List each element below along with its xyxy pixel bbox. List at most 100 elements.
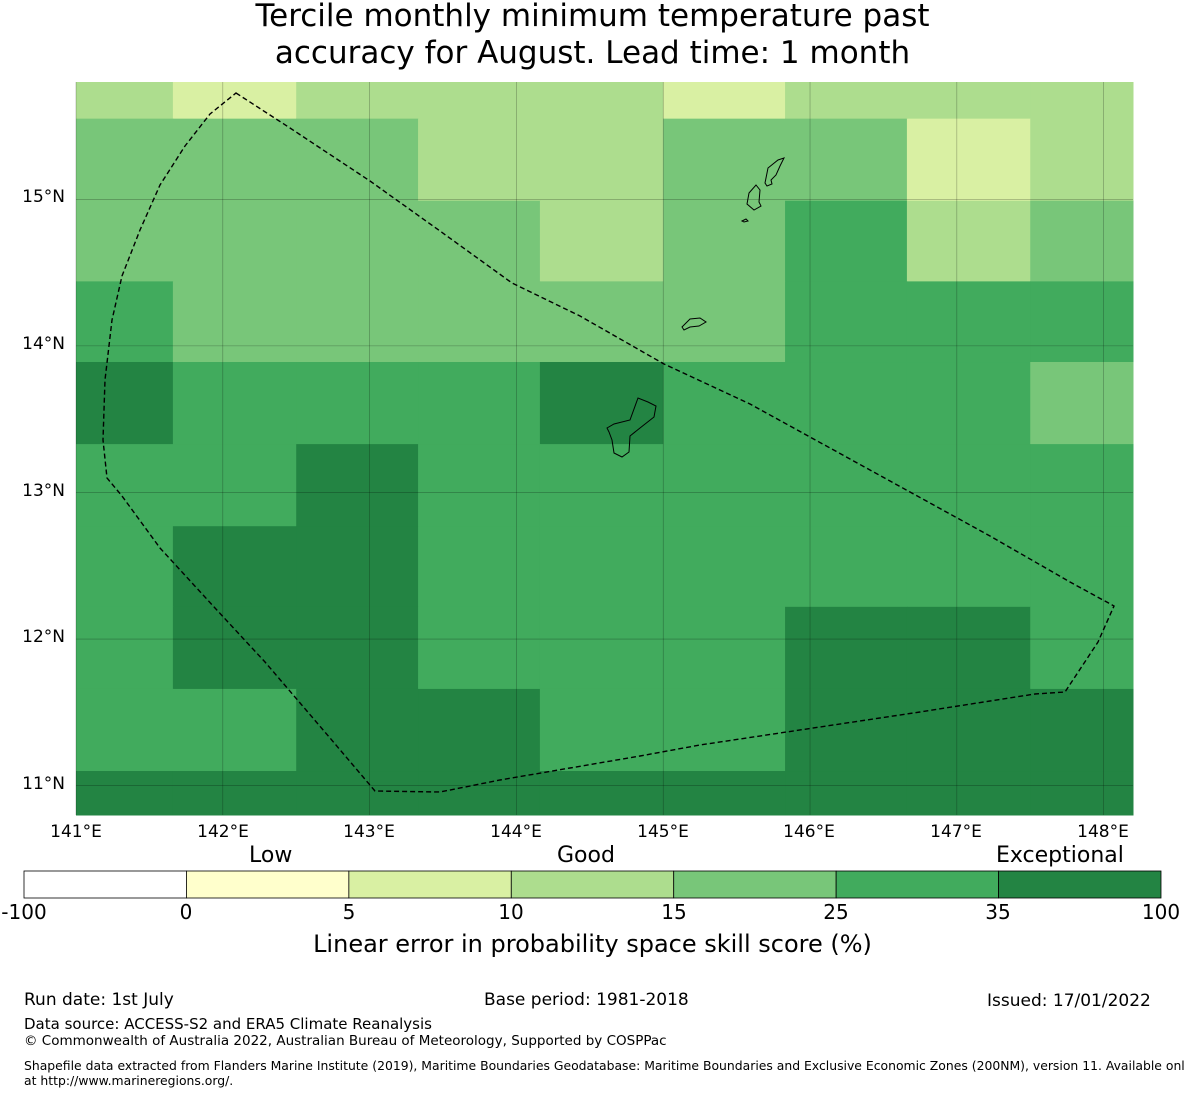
grid-cell xyxy=(172,118,297,202)
colorbar-tick: 0 xyxy=(179,900,193,924)
grid-cell xyxy=(418,200,541,282)
colorbar-tick: -100 xyxy=(1,900,47,924)
grid-cell xyxy=(663,444,786,527)
grid-cell xyxy=(1030,526,1134,608)
grid-cell xyxy=(418,281,541,363)
lon-label: 146°E xyxy=(783,822,835,842)
grid-cell xyxy=(1030,688,1134,772)
grid-cell xyxy=(296,200,419,282)
grid-cell xyxy=(76,771,174,816)
grid-cell xyxy=(663,200,786,282)
lon-label: 147°E xyxy=(930,822,982,842)
grid-cell xyxy=(418,444,541,527)
grid-cell xyxy=(539,362,664,445)
grid-cell xyxy=(296,688,419,772)
colorbar-swatch xyxy=(510,870,675,899)
grid-cell xyxy=(172,200,297,282)
grid-cell xyxy=(172,82,297,120)
colorbar-swatch xyxy=(673,870,837,899)
grid-cell xyxy=(76,688,174,772)
colorbar-label: Linear error in probability space skill … xyxy=(313,930,872,958)
lon-label: 145°E xyxy=(637,822,689,842)
island-guam xyxy=(606,397,657,458)
grid-cell xyxy=(172,771,297,816)
grid-cell xyxy=(906,362,1031,445)
grid-cell xyxy=(172,688,297,772)
grid-cell xyxy=(906,771,1031,816)
grid-cell xyxy=(785,362,908,445)
graticule xyxy=(75,82,1133,815)
grid-cell xyxy=(785,118,908,202)
issued-date: Issued: 17/01/2022 xyxy=(987,991,1151,1011)
grid-cell xyxy=(172,362,297,445)
island-saipan xyxy=(764,157,785,187)
grid-cell xyxy=(663,118,786,202)
grid-cell xyxy=(418,118,541,202)
lat-label: 15°N xyxy=(22,187,65,207)
grid-cell xyxy=(76,444,174,527)
grid-cell xyxy=(1030,281,1134,363)
grid-cell xyxy=(539,444,664,527)
grid-cell xyxy=(76,606,174,690)
grid-cell xyxy=(76,200,174,282)
lon-label: 148°E xyxy=(1077,822,1129,842)
grid-cell xyxy=(172,606,297,690)
category-low: Low xyxy=(249,843,293,868)
grid-cell xyxy=(785,526,908,608)
grid-cell xyxy=(539,771,664,816)
colorbar-tick: 25 xyxy=(823,900,849,924)
grid-cell xyxy=(785,444,908,527)
grid-cell xyxy=(906,118,1031,202)
grid-cell xyxy=(539,200,664,282)
grid-cell xyxy=(172,281,297,363)
grid-cell xyxy=(296,526,419,608)
lat-label: 11°N xyxy=(22,774,65,794)
grid-cell xyxy=(906,82,1031,120)
grid-cell xyxy=(296,606,419,690)
grid-cell xyxy=(539,526,664,608)
skill-grid xyxy=(76,82,1134,816)
grid-cell xyxy=(785,688,908,772)
grid-cell xyxy=(906,688,1031,772)
category-good: Good xyxy=(557,843,615,868)
grid-cell xyxy=(296,771,419,816)
grid-cell xyxy=(1030,362,1134,445)
grid-cell xyxy=(785,606,908,690)
grid-cell xyxy=(539,118,664,202)
grid-cell xyxy=(418,362,541,445)
grid-cell xyxy=(76,281,174,363)
colorbar-tick: 15 xyxy=(661,900,687,924)
grid-cell xyxy=(663,82,786,120)
grid-cell xyxy=(76,82,174,120)
grid-cell xyxy=(906,281,1031,363)
grid-cell xyxy=(1030,82,1134,120)
shapefile-credit-line-2: at http://www.marineregions.org/. xyxy=(24,1073,234,1088)
eez-boundary xyxy=(102,92,1115,793)
grid-cell xyxy=(418,82,541,120)
grid-cell xyxy=(296,444,419,527)
shapefile-credit-line-1: Shapefile data extracted from Flanders M… xyxy=(24,1058,1185,1073)
island-tinian xyxy=(746,184,762,211)
lon-label: 143°E xyxy=(343,822,395,842)
grid-cell xyxy=(172,444,297,527)
data-source: Data source: ACCESS-S2 and ERA5 Climate … xyxy=(24,1015,432,1033)
grid-cell xyxy=(906,526,1031,608)
colorbar-tick: 5 xyxy=(342,900,356,924)
lat-label: 14°N xyxy=(22,334,65,354)
island-aguijan xyxy=(740,218,749,223)
colorbar-tick: 100 xyxy=(1141,900,1181,924)
grid-cell xyxy=(539,281,664,363)
grid-cell xyxy=(296,118,419,202)
grid-cell xyxy=(296,281,419,363)
copyright: © Commonwealth of Australia 2022, Austra… xyxy=(24,1033,667,1049)
colorbar-swatch xyxy=(835,870,999,899)
grid-cell xyxy=(663,606,786,690)
grid-cell xyxy=(539,606,664,690)
category-exceptional: Exceptional xyxy=(996,843,1124,868)
grid-cell xyxy=(418,606,541,690)
grid-cell xyxy=(785,82,908,120)
colorbar-swatch xyxy=(23,870,187,899)
map-title-line-2: accuracy for August. Lead time: 1 month xyxy=(274,35,911,71)
grid-cell xyxy=(906,444,1031,527)
